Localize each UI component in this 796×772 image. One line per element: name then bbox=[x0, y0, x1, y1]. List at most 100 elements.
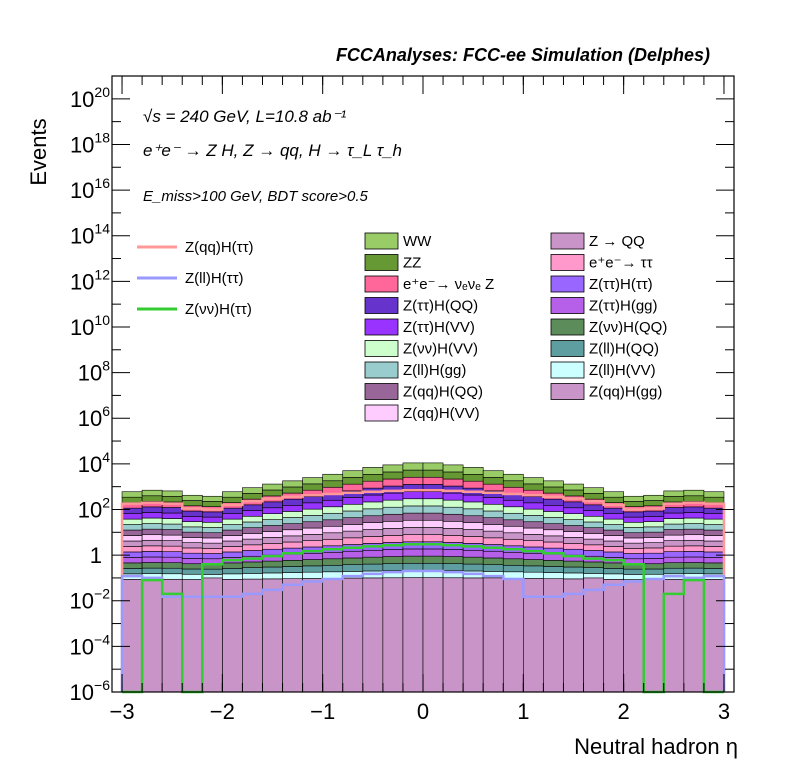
bin-z-ll-h-gg-29 bbox=[703, 524, 725, 531]
legend-swatch-e-e bbox=[550, 254, 585, 271]
bin-z-ll-h-qq-23 bbox=[583, 567, 604, 574]
legend-label-z-h: Z(νν)H(ττ) bbox=[185, 301, 252, 318]
bin-z-qq-14 bbox=[402, 527, 424, 535]
bin-z-qq-h-vv-28 bbox=[683, 534, 705, 541]
bin-z-h-vv-15 bbox=[422, 498, 444, 507]
bin-z-qq-h-qq-20 bbox=[523, 521, 544, 529]
legend-label-z-h-vv: Z(ττ)H(VV) bbox=[403, 319, 475, 336]
bin-z-h-vv-7 bbox=[262, 507, 283, 514]
bin-e-e-12 bbox=[362, 536, 384, 544]
bin-z-h-vv-22 bbox=[563, 507, 584, 514]
bin-ww-0 bbox=[121, 491, 143, 498]
bin-z-h-vv-13 bbox=[382, 499, 404, 508]
bin-e-e-27 bbox=[663, 545, 685, 552]
bin-z-h-25 bbox=[623, 553, 645, 560]
bin-z-h-qq-2 bbox=[161, 507, 183, 514]
bin-z-h-vv-18 bbox=[482, 497, 504, 505]
legend-swatch-z-ll-h-qq bbox=[550, 340, 585, 357]
bin-z-qq-h-gg-1 bbox=[141, 578, 163, 693]
bin-z-ll-h-vv-5 bbox=[222, 573, 243, 580]
bin-z-qq-h-qq-3 bbox=[181, 531, 203, 538]
bin-zz-26 bbox=[643, 500, 665, 507]
bin-z-qq-h-vv-15 bbox=[422, 519, 444, 528]
bin-ww-9 bbox=[302, 477, 323, 485]
bin-z-ll-h-vv-7 bbox=[262, 572, 283, 580]
bin-ww-8 bbox=[282, 480, 303, 488]
legend-label-z-qq-h-vv: Z(qq)H(VV) bbox=[403, 405, 480, 422]
bin-e-e-13 bbox=[382, 535, 404, 543]
bin-zz-7 bbox=[262, 489, 283, 497]
bin-z-ll-h-gg-15 bbox=[422, 505, 444, 514]
bin-zz-13 bbox=[382, 471, 404, 480]
bin-z-h-qq-27 bbox=[663, 562, 685, 569]
bin-z-qq-h-vv-6 bbox=[242, 533, 263, 540]
bin-z-h-vv-4 bbox=[201, 516, 223, 523]
bin-z-h-gg-28 bbox=[683, 556, 705, 563]
bin-z-ll-h-qq-3 bbox=[181, 568, 203, 575]
bin-z-h-vv-27 bbox=[663, 512, 685, 519]
bin-z-qq-h-qq-8 bbox=[282, 523, 303, 531]
bin-zz-3 bbox=[181, 500, 203, 507]
bin-z-qq-h-qq-11 bbox=[342, 517, 364, 525]
bin-z-ll-h-gg-28 bbox=[683, 523, 705, 530]
bin-z-h-vv-2 bbox=[161, 518, 183, 525]
bin-z-ll-h-qq-24 bbox=[603, 568, 624, 575]
legend-label-z-ll-h: Z(ll)H(ττ) bbox=[185, 270, 244, 287]
bin-z-qq-h-gg-28 bbox=[683, 578, 705, 693]
bin-z-h-qq-0 bbox=[121, 562, 143, 569]
bin-z-h-vv-19 bbox=[502, 506, 524, 514]
bin-z-qq-22 bbox=[563, 537, 584, 544]
bin-z-ll-h-qq-0 bbox=[121, 568, 143, 575]
bin-z-h-vv-29 bbox=[703, 513, 725, 520]
bin-z-h-vv-15 bbox=[422, 491, 444, 500]
bin-z-h-qq-23 bbox=[583, 504, 604, 511]
bin-z-h-qq-1 bbox=[141, 506, 163, 513]
bin-z-ll-h-gg-25 bbox=[623, 527, 645, 534]
bin-z-qq-h-vv-8 bbox=[282, 529, 303, 537]
bin-z-h-gg-20 bbox=[523, 552, 544, 560]
bin-z-qq-h-qq-13 bbox=[382, 513, 404, 522]
bin-ww-10 bbox=[322, 473, 344, 482]
bin-z-qq-h-vv-4 bbox=[201, 537, 223, 544]
bin-z-ll-h-qq-11 bbox=[342, 564, 364, 572]
legend-label-z-h-vv: Z(νν)H(VV) bbox=[403, 341, 478, 358]
bin-z-h-gg-19 bbox=[502, 551, 524, 560]
bin-z-h-qq-15 bbox=[422, 555, 444, 564]
bin-z-qq-h-gg-13 bbox=[382, 577, 404, 693]
bin-z-h-2 bbox=[161, 551, 183, 558]
bin-z-qq-h-gg-27 bbox=[663, 578, 685, 693]
bin-z-qq-h-qq-28 bbox=[683, 528, 705, 536]
bin-z-h-qq-16 bbox=[442, 556, 464, 564]
overlay-z-h bbox=[122, 542, 724, 694]
bin-z-qq-13 bbox=[382, 528, 404, 536]
bin-z-h-vv-26 bbox=[643, 516, 665, 522]
bin-e-e-z-15 bbox=[422, 476, 444, 485]
y-tick-label-11: 1016 bbox=[70, 175, 110, 203]
chart-title: FCCAnalyses: FCC-ee Simulation (Delphes) bbox=[336, 45, 710, 65]
bin-e-e-29 bbox=[703, 546, 725, 553]
bin-z-qq-h-qq-1 bbox=[141, 528, 163, 536]
bin-z-h-qq-20 bbox=[523, 559, 544, 567]
bin-e-e-23 bbox=[583, 544, 604, 551]
bin-z-h-qq-26 bbox=[643, 563, 665, 570]
series-zz bbox=[121, 469, 725, 507]
bin-z-ll-h-qq-26 bbox=[643, 568, 665, 575]
bin-z-h-gg-12 bbox=[362, 549, 384, 558]
bin-z-ll-h-vv-24 bbox=[603, 573, 624, 580]
y-tick-label-4: 102 bbox=[78, 494, 110, 522]
bin-ww-24 bbox=[603, 491, 624, 498]
bin-z-qq-h-qq-9 bbox=[302, 521, 323, 529]
bin-z-qq-h-gg-7 bbox=[262, 578, 283, 693]
bin-z-h-27 bbox=[663, 551, 685, 558]
bin-z-h-vv-12 bbox=[362, 501, 384, 510]
legend-label-z-qq: Z → QQ bbox=[589, 233, 645, 250]
histogram-stack bbox=[121, 462, 725, 693]
bin-ww-28 bbox=[683, 489, 705, 497]
bin-z-qq-h-vv-26 bbox=[643, 537, 665, 543]
bin-z-qq-11 bbox=[342, 530, 364, 539]
bin-z-h-vv-9 bbox=[302, 508, 323, 516]
bin-z-h-qq-27 bbox=[663, 507, 685, 514]
bin-z-h-qq-8 bbox=[282, 498, 303, 506]
bin-z-qq-h-gg-25 bbox=[623, 579, 645, 693]
bin-e-e-z-16 bbox=[442, 478, 464, 487]
